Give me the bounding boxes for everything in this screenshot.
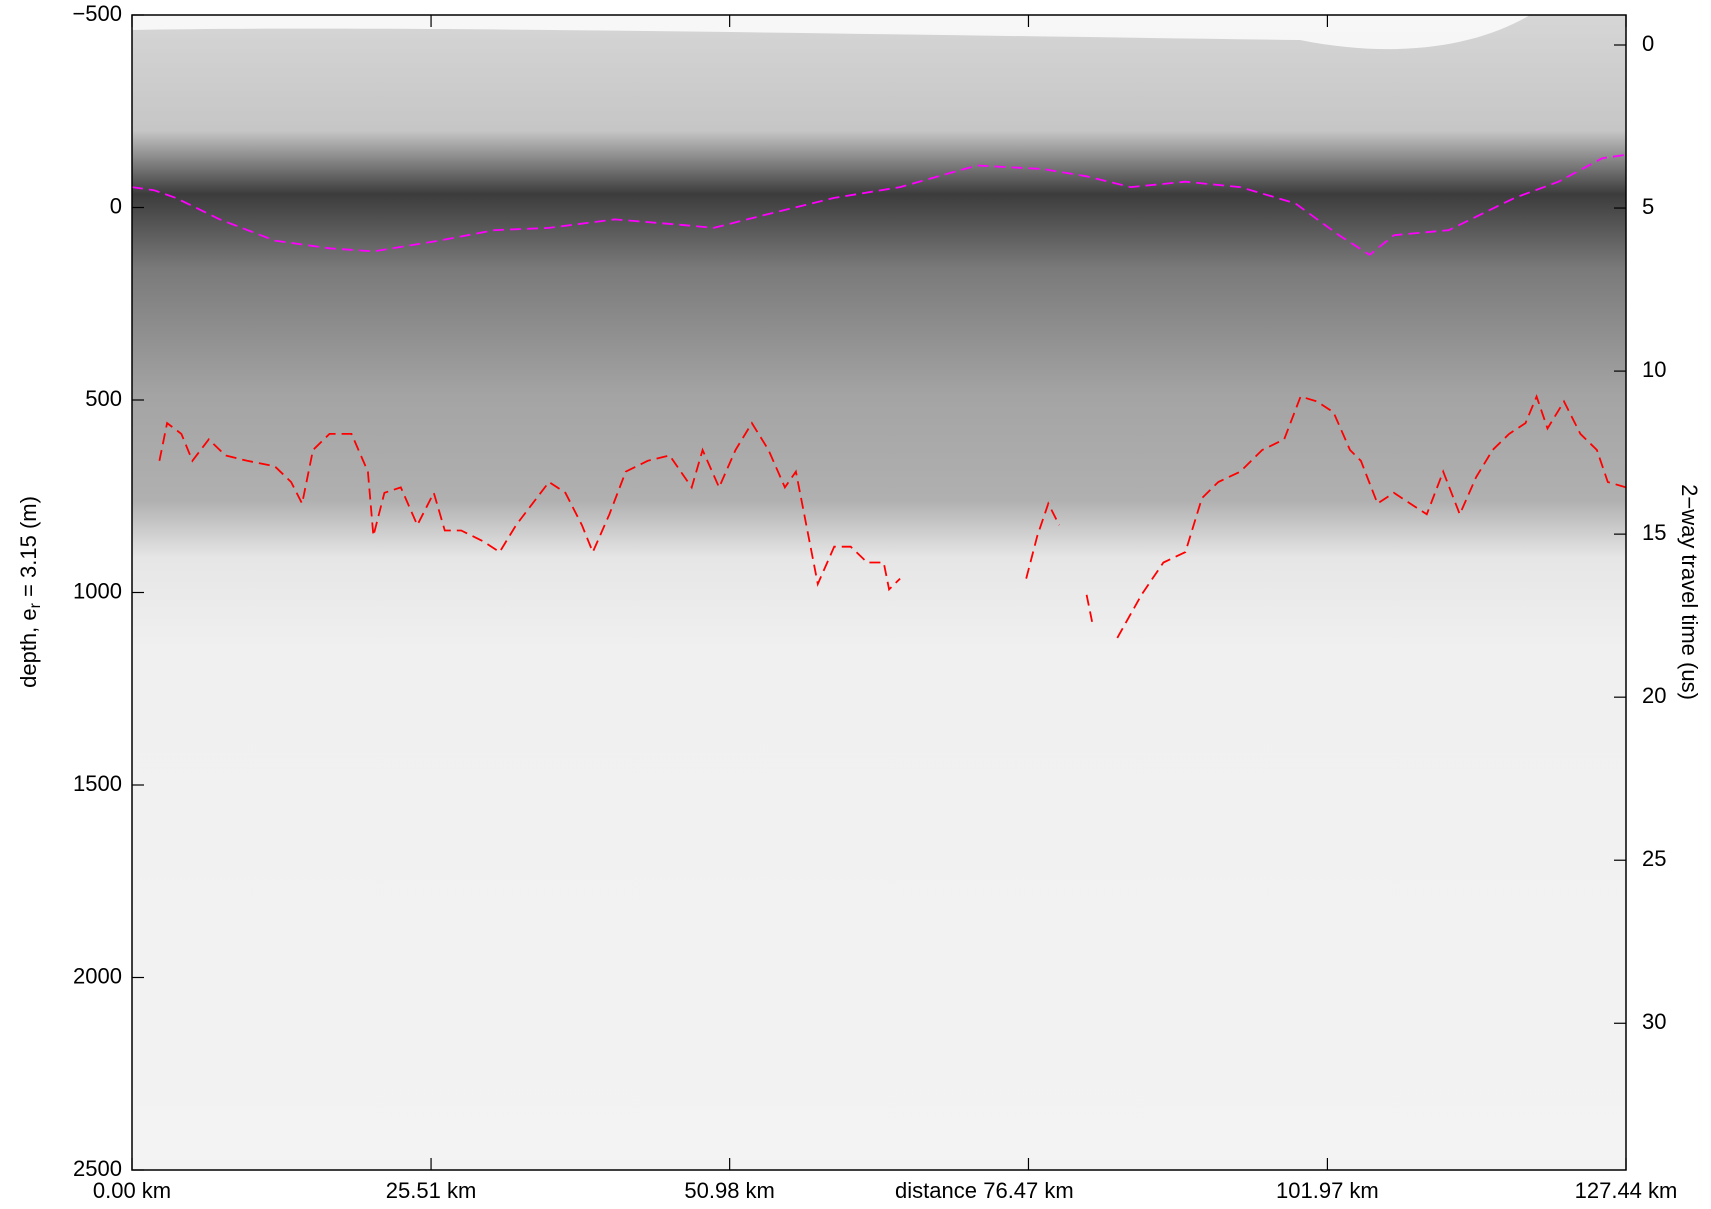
plot-layer bbox=[131, 153, 1627, 639]
echogram-void bbox=[132, 15, 1530, 50]
x-tick-label: 76.47 km bbox=[983, 1178, 1074, 1203]
x-tick-label: 25.51 km bbox=[386, 1178, 477, 1203]
y2-tick-label: 30 bbox=[1642, 1009, 1666, 1034]
y-tick-label: 0 bbox=[110, 193, 122, 218]
x-tick-label: 50.98 km bbox=[684, 1178, 775, 1203]
y-tick-label: 2000 bbox=[73, 963, 122, 988]
x-tick-label: 127.44 km bbox=[1575, 1178, 1678, 1203]
series-line bbox=[131, 153, 1627, 257]
y-axis-label: depth, er = 3.15 (m) bbox=[16, 496, 44, 688]
y-tick-label: −500 bbox=[72, 1, 122, 26]
y-label-rest: = 3.15 (m) bbox=[16, 496, 41, 603]
y-tick-label: 1500 bbox=[73, 771, 122, 796]
y-tick-label: 1000 bbox=[73, 578, 122, 603]
x-tick-label: 0.00 km bbox=[93, 1178, 171, 1203]
y-label-subscript: r bbox=[27, 602, 44, 608]
y2-tick-label: 5 bbox=[1642, 194, 1654, 219]
y2-tick-label: 15 bbox=[1642, 520, 1666, 545]
y2-tick-label: 0 bbox=[1642, 31, 1654, 56]
y-tick-label: 2500 bbox=[73, 1156, 122, 1181]
echogram-background bbox=[132, 15, 1626, 1170]
y2-tick-label: 20 bbox=[1642, 683, 1666, 708]
y-label-text: depth, e bbox=[16, 608, 41, 688]
series-line bbox=[158, 393, 1627, 639]
y-tick-label: 500 bbox=[85, 386, 122, 411]
x-axis-label: distance bbox=[895, 1178, 977, 1203]
y2-axis-label: 2−way travel time (us) bbox=[1677, 484, 1702, 700]
y2-tick-label: 10 bbox=[1642, 357, 1666, 382]
x-tick-label: 101.97 km bbox=[1276, 1178, 1379, 1203]
y2-tick-label: 25 bbox=[1642, 846, 1666, 871]
